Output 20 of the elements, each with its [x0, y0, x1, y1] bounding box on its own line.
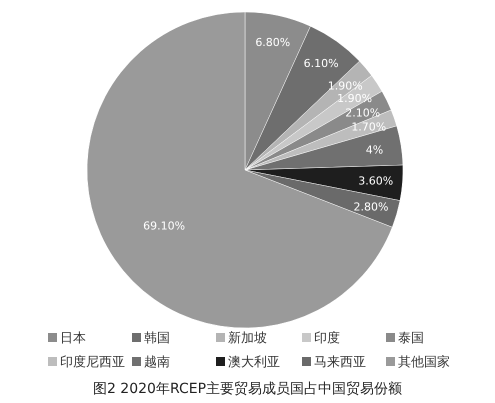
legend-label: 越南	[144, 355, 170, 370]
text: 图2 2020年RCEP主要贸易成员国占中国贸易份额	[92, 381, 402, 397]
legend-label: 澳大利亚	[228, 355, 280, 370]
data-label: 4%	[366, 143, 384, 156]
data-label: 69.10%	[143, 219, 186, 232]
legend-label: 新加坡	[228, 331, 267, 346]
data-label: 1.90%	[337, 92, 372, 105]
legend-label: 印度尼西亚	[60, 354, 125, 370]
data-label: 3.60%	[358, 174, 394, 188]
legend-label: 马来西亚	[314, 355, 366, 370]
data-label: 2.80%	[353, 200, 388, 214]
legend-label: 印度	[314, 330, 340, 346]
data-label: 6.80%	[255, 36, 290, 49]
data-label: 6.10%	[304, 57, 339, 70]
data-label: 2.10%	[345, 106, 380, 120]
legend-label: 日本	[60, 331, 86, 346]
data-label: 1.70%	[351, 120, 386, 134]
legend-label: 韩国	[144, 331, 170, 346]
legend-label: 泰国	[398, 331, 424, 346]
legend-label: 其他国家	[398, 354, 450, 370]
